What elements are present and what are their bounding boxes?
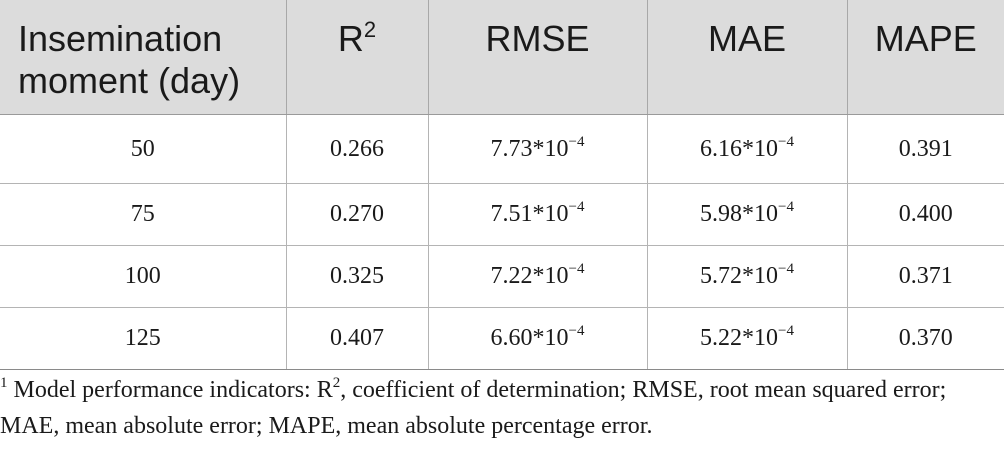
header-rmse-label: RMSE <box>485 18 590 59</box>
table-row: 100 0.325 7.22*10−4 5.72*10−4 0.371 <box>0 245 1004 308</box>
header-r2: R2 <box>286 0 429 115</box>
cell-mae: 6.16*10−4 <box>647 114 848 184</box>
cell-mae: 5.72*10−4 <box>647 245 848 308</box>
cell-mae-mantissa: 5.22*10 <box>700 325 779 351</box>
cell-rmse: 7.22*10−4 <box>428 245 648 308</box>
cell-mape: 0.400 <box>847 183 1004 246</box>
cell-mae: 5.98*10−4 <box>647 183 848 246</box>
cell-moment: 100 <box>0 245 287 308</box>
table-row: 125 0.407 6.60*10−4 5.22*10−4 0.370 <box>0 307 1004 370</box>
header-row: Insemination moment (day) R2 RMSE MAE MA… <box>0 0 1004 115</box>
cell-r2: 0.270 <box>286 183 429 246</box>
header-insemination-moment-label: Insemination moment (day) <box>18 18 241 101</box>
performance-table: Insemination moment (day) R2 RMSE MAE MA… <box>0 0 1004 370</box>
footnote-r2-superscript: 2 <box>332 375 341 391</box>
header-mape: MAPE <box>847 0 1004 115</box>
footnote-marker: 1 <box>0 375 8 391</box>
table-body: 50 0.266 7.73*10−4 6.16*10−4 0.391 75 0.… <box>0 114 1004 370</box>
table-header: Insemination moment (day) R2 RMSE MAE MA… <box>0 0 1004 115</box>
cell-rmse-mantissa: 7.51*10 <box>490 201 569 227</box>
header-r2-label: R2 <box>287 0 428 60</box>
header-r2-superscript: 2 <box>363 17 377 42</box>
cell-moment: 125 <box>0 307 287 370</box>
cell-rmse: 7.51*10−4 <box>428 183 648 246</box>
cell-mae-exponent: −4 <box>778 323 794 339</box>
cell-r2: 0.407 <box>286 307 429 370</box>
footnote-text-end: , coefficient of determination; RMSE, ro… <box>0 377 947 439</box>
cell-rmse-exponent: −4 <box>568 323 585 339</box>
cell-mae-mantissa: 6.16*10 <box>700 135 779 162</box>
header-mae-label: MAE <box>707 18 786 59</box>
table-row: 50 0.266 7.73*10−4 6.16*10−4 0.391 <box>0 114 1004 184</box>
header-insemination-moment: Insemination moment (day) <box>0 0 287 115</box>
cell-r2: 0.325 <box>286 245 429 308</box>
footnote-text-start: Model performance indicators: R <box>7 377 333 403</box>
header-mae: MAE <box>647 0 848 115</box>
cell-moment: 75 <box>0 183 287 246</box>
cell-rmse-mantissa: 6.60*10 <box>490 325 569 351</box>
cell-rmse-mantissa: 7.73*10 <box>490 135 569 162</box>
header-rmse: RMSE <box>428 0 648 115</box>
cell-mae-mantissa: 5.98*10 <box>700 201 779 227</box>
cell-r2: 0.266 <box>286 114 429 184</box>
table-row: 75 0.270 7.51*10−4 5.98*10−4 0.400 <box>0 183 1004 246</box>
cell-mape: 0.371 <box>847 245 1004 308</box>
table-footnote: 1 Model performance indicators: R2, coef… <box>0 372 1000 444</box>
cell-rmse-exponent: −4 <box>568 133 585 150</box>
cell-rmse-mantissa: 7.22*10 <box>490 263 569 289</box>
cell-mae-exponent: −4 <box>778 199 794 215</box>
cell-mae: 5.22*10−4 <box>647 307 848 370</box>
header-r2-base: R <box>337 18 364 59</box>
cell-moment: 50 <box>0 114 287 184</box>
cell-rmse-exponent: −4 <box>568 199 585 215</box>
performance-table-container: Insemination moment (day) R2 RMSE MAE MA… <box>0 0 1004 370</box>
cell-rmse: 6.60*10−4 <box>428 307 648 370</box>
cell-mape: 0.370 <box>847 307 1004 370</box>
header-mape-label: MAPE <box>874 18 977 59</box>
cell-mae-exponent: −4 <box>778 261 794 277</box>
cell-mae-exponent: −4 <box>778 133 794 150</box>
cell-rmse-exponent: −4 <box>568 261 585 277</box>
cell-rmse: 7.73*10−4 <box>428 114 648 184</box>
cell-mape: 0.391 <box>847 114 1004 184</box>
cell-mae-mantissa: 5.72*10 <box>700 263 779 289</box>
